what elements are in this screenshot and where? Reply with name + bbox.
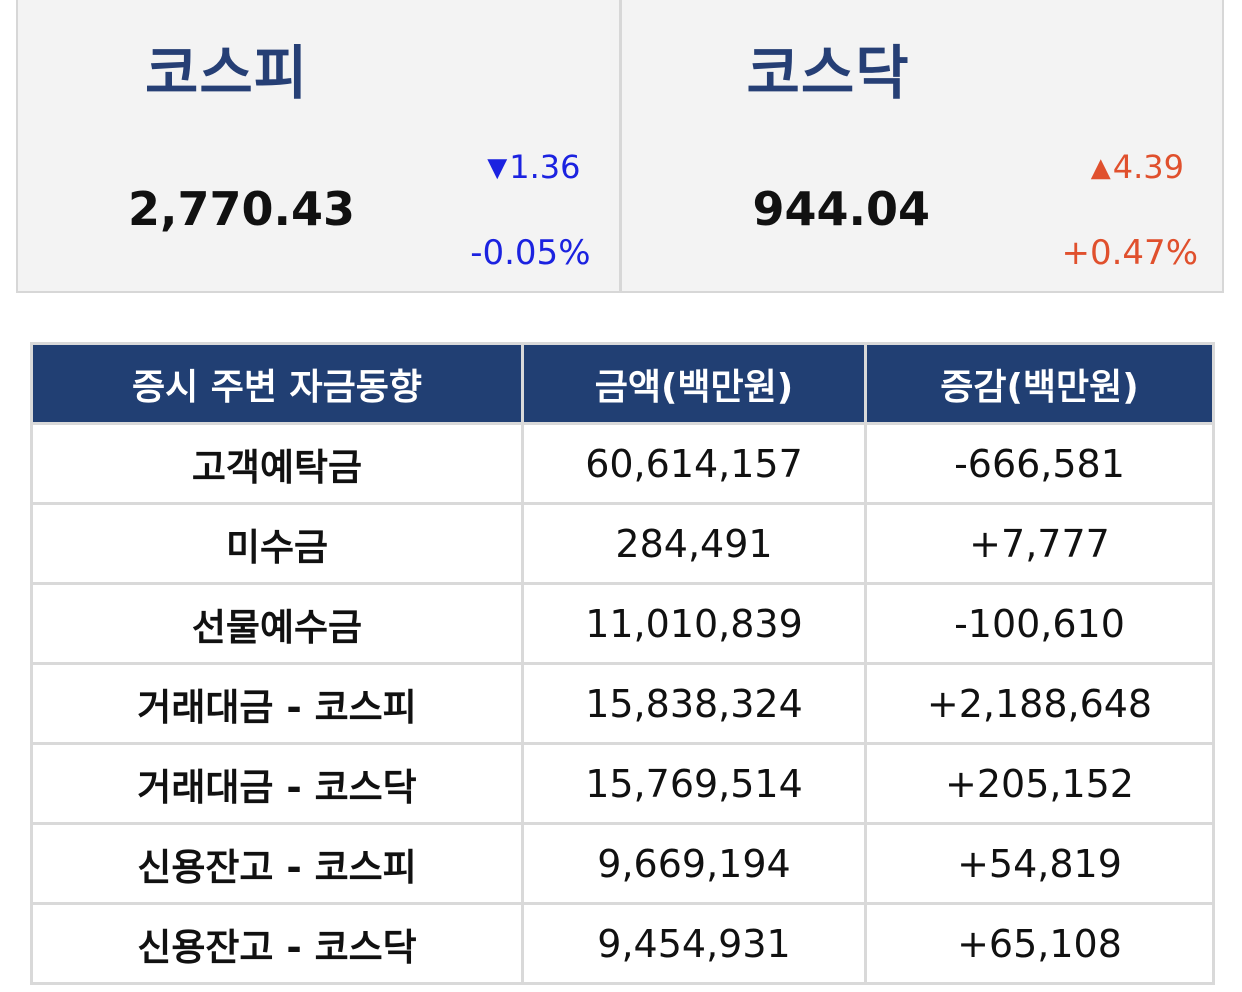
table-row: 거래대금 - 코스피 15,838,324 +2,188,648: [30, 662, 1215, 745]
row-amount: 284,491: [521, 502, 867, 585]
table-row: 신용잔고 - 코스피 9,669,194 +54,819: [30, 822, 1215, 905]
column-header-amount: 금액(백만원): [521, 342, 867, 425]
table-row: 미수금 284,491 +7,777: [30, 502, 1215, 585]
kospi-change-value: 1.36: [509, 148, 581, 186]
row-label: 미수금: [30, 502, 524, 585]
row-label: 고객예탁금: [30, 422, 524, 505]
row-label: 선물예수금: [30, 582, 524, 665]
kosdaq-name: 코스닥: [746, 39, 910, 107]
row-amount: 15,838,324: [521, 662, 867, 745]
table-row: 신용잔고 - 코스닥 9,454,931 +65,108: [30, 902, 1215, 985]
kosdaq-value: 944.04: [752, 182, 931, 236]
fund-flow-table: 증시 주변 자금동향 금액(백만원) 증감(백만원) 고객예탁금 60,614,…: [30, 342, 1215, 985]
kospi-name: 코스피: [145, 39, 309, 107]
kosdaq-change: ▲4.39: [1091, 148, 1184, 186]
row-amount: 9,454,931: [521, 902, 867, 985]
row-amount: 60,614,157: [521, 422, 867, 505]
row-change: -666,581: [864, 422, 1215, 505]
kosdaq-change-value: 4.39: [1112, 148, 1184, 186]
row-change: +205,152: [864, 742, 1215, 825]
kospi-value: 2,770.43: [128, 182, 355, 236]
row-label: 신용잔고 - 코스닥: [30, 902, 524, 985]
row-label: 거래대금 - 코스닥: [30, 742, 524, 825]
table-row: 고객예탁금 60,614,157 -666,581: [30, 422, 1215, 505]
kospi-change-pct: -0.05%: [470, 233, 591, 273]
row-amount: 11,010,839: [521, 582, 867, 665]
row-change: -100,610: [864, 582, 1215, 665]
table-row: 선물예수금 11,010,839 -100,610: [30, 582, 1215, 665]
table-row: 거래대금 - 코스닥 15,769,514 +205,152: [30, 742, 1215, 825]
kosdaq-change-pct: +0.47%: [1061, 233, 1199, 273]
row-amount: 9,669,194: [521, 822, 867, 905]
row-change: +65,108: [864, 902, 1215, 985]
row-amount: 15,769,514: [521, 742, 867, 825]
row-label: 거래대금 - 코스피: [30, 662, 524, 745]
index-summary-panel: 코스피 2,770.43 ▼1.36 -0.05% 코스닥 944.04 ▲4.…: [16, 0, 1224, 293]
column-header-category: 증시 주변 자금동향: [30, 342, 524, 425]
table-header-row: 증시 주변 자금동향 금액(백만원) 증감(백만원): [30, 342, 1215, 425]
kosdaq-card: 코스닥 944.04 ▲4.39 +0.47%: [618, 0, 1223, 291]
kospi-card: 코스피 2,770.43 ▼1.36 -0.05%: [18, 0, 619, 291]
down-arrow-icon: ▼: [487, 153, 508, 183]
row-change: +7,777: [864, 502, 1215, 585]
row-change: +2,188,648: [864, 662, 1215, 745]
row-change: +54,819: [864, 822, 1215, 905]
up-arrow-icon: ▲: [1090, 153, 1111, 183]
row-label: 신용잔고 - 코스피: [30, 822, 524, 905]
kospi-change: ▼1.36: [487, 148, 580, 186]
column-header-change: 증감(백만원): [864, 342, 1215, 425]
